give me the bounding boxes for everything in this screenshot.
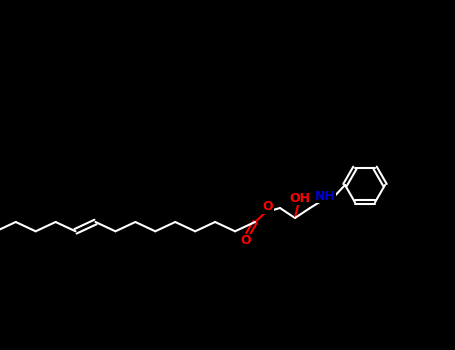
Text: NH: NH [314,189,335,203]
Text: O: O [241,234,251,247]
Text: OH: OH [289,191,310,204]
Text: O: O [263,201,273,214]
